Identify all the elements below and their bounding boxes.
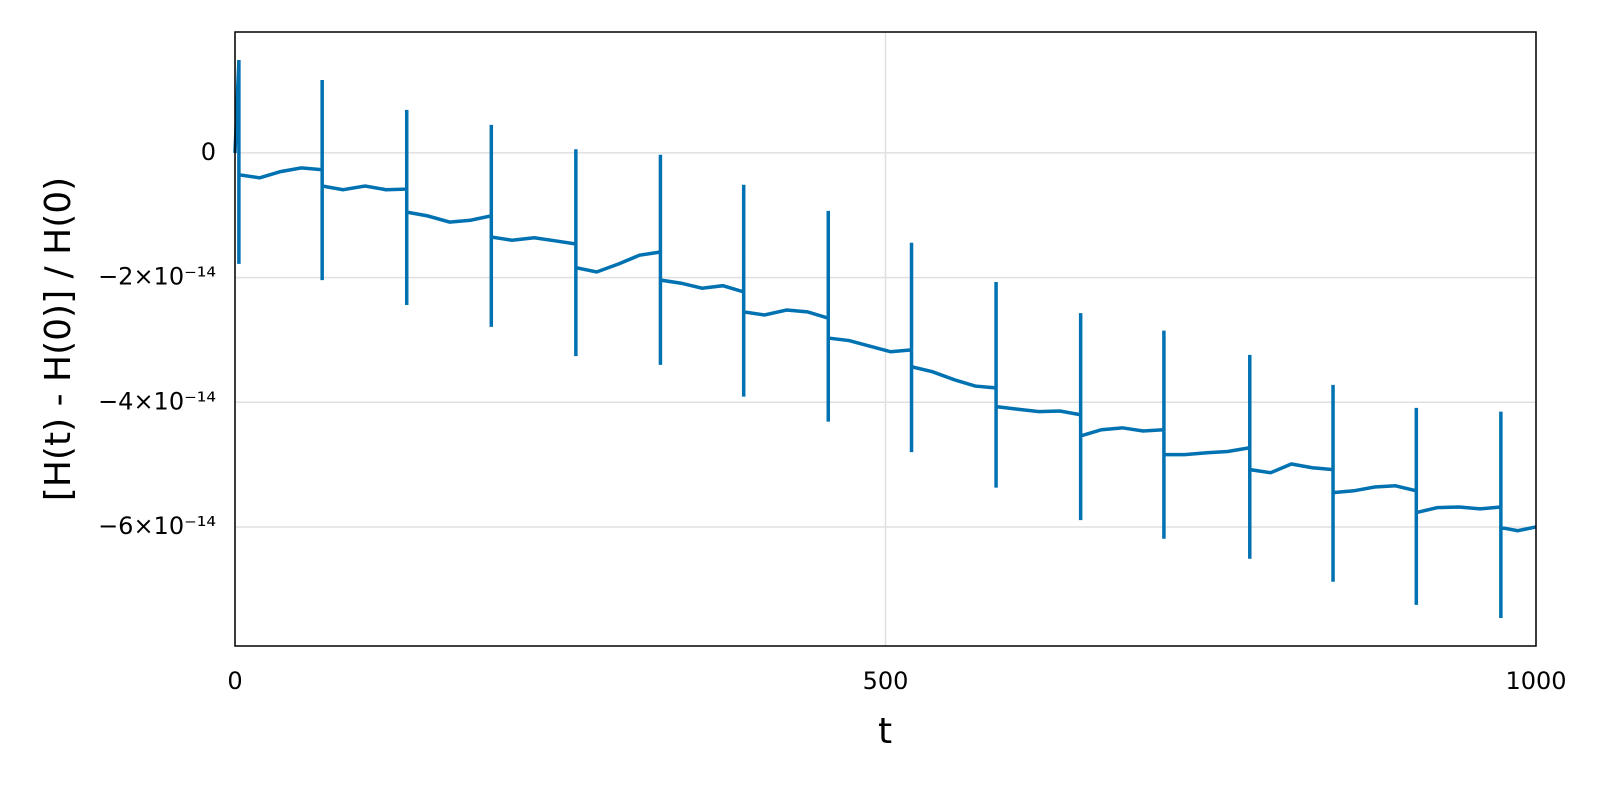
data-line [233, 59, 1537, 618]
x-axis-label: t [878, 711, 892, 752]
y-axis-label: [H(t) - H(0)] / H(0) [38, 177, 79, 501]
y-tick-label: −6×10⁻¹⁴ [98, 512, 216, 540]
plot-area [233, 59, 1537, 618]
x-tick-label: 500 [863, 667, 909, 695]
y-tick-label: −2×10⁻¹⁴ [98, 263, 216, 291]
frame [234, 31, 1537, 647]
x-tick-label: 0 [227, 667, 242, 695]
x-tick-label: 1000 [1505, 667, 1566, 695]
y-tick-label: −4×10⁻¹⁴ [98, 387, 216, 415]
y-tick-label: 0 [201, 138, 216, 166]
